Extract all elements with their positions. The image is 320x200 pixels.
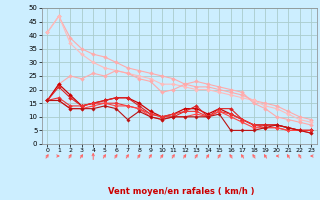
Text: Vent moyen/en rafales ( km/h ): Vent moyen/en rafales ( km/h )	[108, 187, 254, 196]
